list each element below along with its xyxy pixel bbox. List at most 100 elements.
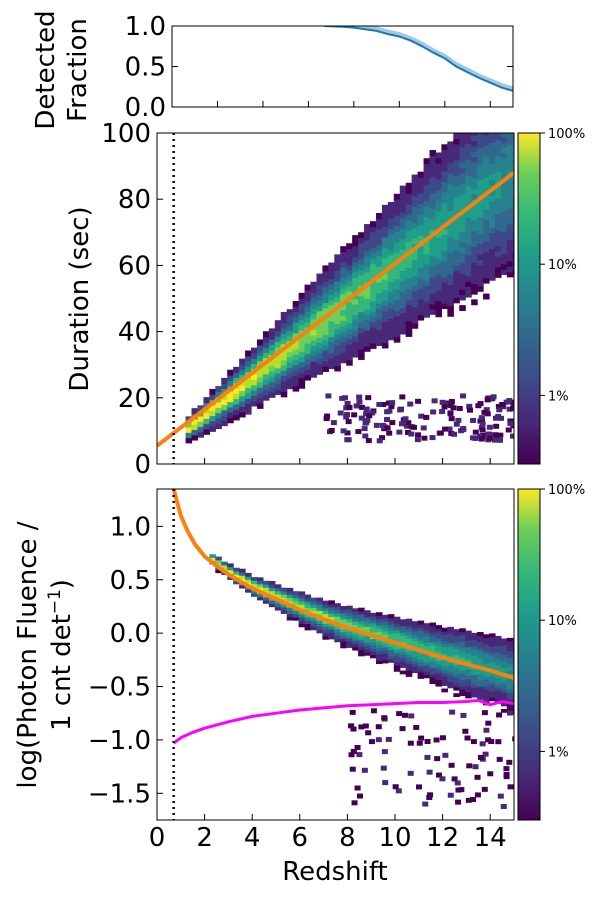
middle-heat-cell — [405, 219, 413, 226]
middle-heat-cell — [393, 305, 401, 311]
bottom-heat-cell — [447, 655, 454, 660]
bottom-heat-cell — [262, 590, 270, 595]
bottom-heat-cell — [441, 640, 448, 645]
middle-heat-cell-secondary — [399, 394, 406, 400]
middle-heat-cell-secondary — [330, 420, 337, 426]
middle-heat-cell — [221, 388, 228, 395]
bottom-heat-cell-sparse — [381, 749, 388, 755]
middle-heat-cell — [358, 258, 365, 265]
middle-heat-cell — [215, 423, 222, 430]
bottom-heat-cell — [405, 637, 413, 642]
middle-heat-cell — [370, 284, 377, 291]
middle-heat-cell — [322, 318, 329, 325]
middle-heat-cell — [256, 381, 264, 388]
bottom-heat-cell-sparse — [503, 771, 510, 777]
middle-heat-cell — [227, 401, 234, 408]
middle-heat-cell — [405, 198, 413, 205]
bottom-heat-cell — [417, 668, 425, 673]
bottom-heat-cell — [387, 614, 395, 618]
middle-heat-cell — [280, 375, 288, 382]
bottom-heat-cell — [512, 707, 514, 712]
bottom-heat-cell — [316, 619, 324, 624]
bottom-heat-cell — [280, 590, 288, 595]
middle-heat-cell — [494, 266, 502, 273]
middle-heat-cell — [340, 336, 347, 343]
middle-heat-cell — [245, 408, 252, 415]
bottom-heat-cell — [310, 610, 318, 615]
bottom-heat-cell — [483, 695, 490, 699]
middle-heat-cell — [494, 176, 502, 183]
bottom-heat-cell — [411, 662, 419, 667]
bottom-heat-cell — [477, 635, 484, 639]
bottom-heat-cell-sparse — [365, 730, 372, 736]
middle-heat-cell — [513, 83, 520, 89]
middle-heat-cell — [280, 370, 288, 377]
middle-heat-cell — [393, 246, 401, 253]
middle-heat-cell — [375, 324, 383, 331]
middle-heat-cell — [489, 190, 496, 197]
middle-heat-cell — [506, 144, 514, 151]
bottom-heat-cell — [459, 685, 466, 690]
middle-heat-cell — [417, 192, 425, 199]
middle-heat-cell — [316, 326, 324, 333]
middle-heat-cell — [459, 246, 466, 253]
bottom-fit-curve — [171, 489, 514, 680]
bottom-heat-cell — [334, 603, 341, 608]
middle-heat-cell-secondary — [361, 426, 368, 432]
middle-heat-cell-secondary — [386, 430, 393, 436]
middle-heat-cell — [221, 414, 228, 421]
bottom-heat-cell — [358, 626, 365, 631]
middle-heat-cell — [304, 284, 312, 291]
middle-heat-cell — [411, 211, 419, 218]
middle-heat-cell — [358, 237, 365, 244]
bottom-heat-cell — [215, 562, 222, 567]
bottom-heat-cell — [453, 686, 460, 691]
middle-heat-cell — [483, 261, 490, 268]
middle-heat-cell — [483, 145, 490, 152]
bottom-ytick-label: 0.5 — [110, 566, 151, 596]
middle-heat-cell-secondary — [398, 421, 405, 427]
bottom-heat-cell — [370, 625, 377, 630]
middle-heat-cell — [441, 197, 448, 204]
bottom-heat-cell — [304, 626, 312, 631]
bottom-heat-cell-sparse — [485, 737, 492, 743]
bottom-colorbar-label: 100% — [548, 483, 585, 498]
bottom-heat-cell — [483, 685, 490, 690]
middle-heat-cell — [381, 263, 389, 269]
middle-heat-cell-secondary — [358, 415, 365, 421]
middle-heat-cell — [364, 329, 371, 336]
middle-heat-cell — [328, 262, 335, 269]
bottom-heat-cell — [465, 678, 472, 683]
middle-heat-cell — [381, 326, 389, 333]
bottom-heat-cell — [459, 692, 466, 697]
bottom-heat-cell-sparse — [496, 756, 503, 762]
bottom-heat-cell — [494, 683, 502, 688]
bottom-heat-cell — [512, 646, 514, 651]
bottom-ytick-label: −1.0 — [88, 726, 151, 756]
middle-heat-cell — [375, 260, 383, 267]
middle-heat-cell-secondary — [455, 417, 462, 423]
middle-heat-cell — [500, 253, 508, 260]
middle-heat-cell — [292, 332, 300, 339]
middle-heat-cell — [334, 360, 341, 367]
bottom-heat-cell — [411, 630, 419, 635]
bottom-heat-cell — [441, 653, 448, 658]
middle-heat-cell — [465, 175, 472, 182]
bottom-heat-cell — [447, 684, 454, 689]
bottom-heat-cell — [477, 651, 484, 656]
middle-heat-cell — [483, 134, 490, 141]
bottom-heat-cell-sparse — [401, 712, 408, 718]
middle-heat-cell — [483, 272, 490, 279]
middle-heat-cell-secondary — [376, 401, 383, 407]
bottom-heat-cell — [370, 628, 377, 633]
middle-heat-cell — [411, 317, 419, 324]
middle-heat-cell — [185, 432, 193, 439]
middle-heat-cell — [435, 290, 443, 297]
bottom-heat-cell-sparse — [396, 711, 403, 717]
bottom-heat-cell — [399, 619, 407, 624]
bottom-heat-cell — [274, 584, 282, 589]
bottom-heat-cell — [447, 668, 454, 673]
bottom-heat-cell — [465, 685, 472, 689]
bottom-heat-cell — [262, 580, 270, 585]
bottom-heat-cell — [483, 650, 490, 655]
